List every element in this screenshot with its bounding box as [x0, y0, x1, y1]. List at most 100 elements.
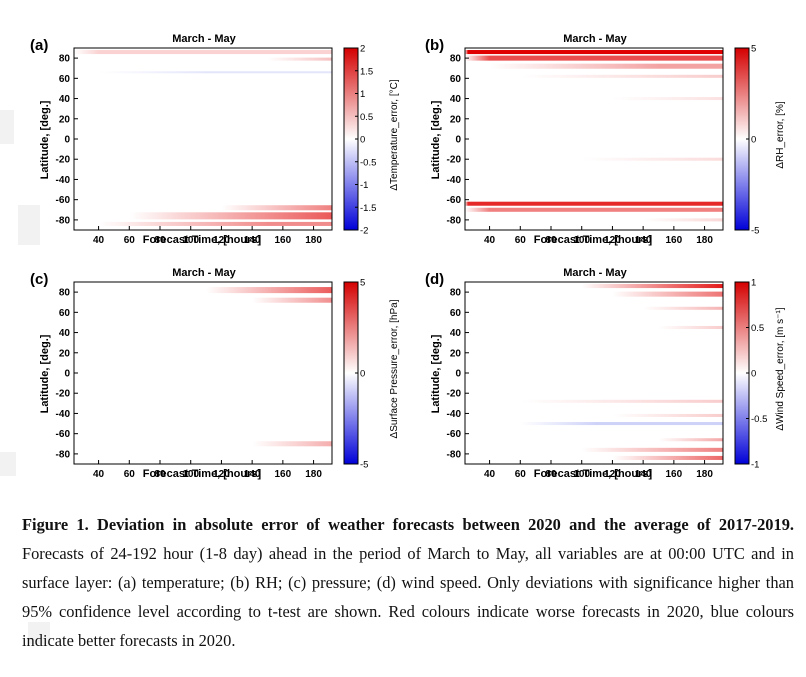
data-band	[74, 441, 332, 447]
x-tick-label: 100	[182, 235, 199, 246]
data-band	[465, 284, 723, 289]
x-tick-label: 60	[515, 235, 527, 246]
colorbar: 2 1.5 1 0.5 0 -0.5 -1 -1.5 -2	[343, 44, 376, 237]
panel-title: March - May	[563, 267, 627, 279]
data-band	[74, 205, 332, 211]
data-band	[465, 413, 723, 417]
y-tick-label: -40	[447, 409, 462, 420]
y-tick-label: 20	[450, 114, 462, 125]
data-band	[74, 50, 332, 55]
y-axis-label: Latitude, [deg.]	[39, 100, 51, 179]
data-band	[465, 50, 723, 55]
colorbar-tick-label: 5	[360, 278, 365, 289]
figure-panel-a: 40 60 80 100 120 140 160 180 80 60 40 20 0 -20 -40 -60-…	[22, 30, 417, 255]
x-tick-label: 160	[275, 235, 292, 246]
y-tick-label: 0	[64, 369, 70, 380]
x-tick-label: 140	[635, 469, 652, 480]
colorbar-tick-label: -1	[360, 180, 368, 191]
y-tick-label: -20	[447, 389, 462, 400]
colorbar-tick-label: 2	[360, 44, 365, 55]
figure-caption: Figure 1. Deviation in absolute error of…	[22, 510, 794, 655]
x-tick-label: 60	[124, 469, 136, 480]
colorbar: 5 0 -5	[343, 278, 368, 471]
data-band	[465, 291, 723, 297]
data-band	[465, 455, 723, 460]
y-tick-label: 80	[59, 54, 71, 65]
y-tick-label: 60	[450, 74, 462, 85]
panel-tag: (d)	[425, 271, 444, 288]
x-tick-label: 80	[545, 235, 557, 246]
colorbar-tick-label: -1.5	[360, 203, 376, 214]
data-band	[465, 438, 723, 442]
y-tick-label: 80	[59, 288, 71, 299]
colorbar-tick-label: 0.5	[360, 112, 373, 123]
data-band	[465, 399, 723, 403]
data-band	[465, 63, 723, 69]
x-tick-label: 40	[93, 469, 105, 480]
caption-title: Figure 1. Deviation in absolute error of…	[22, 515, 794, 534]
data-band	[74, 287, 332, 294]
y-tick-label: 20	[59, 114, 71, 125]
data-band	[465, 74, 723, 78]
y-tick-label: 20	[59, 348, 71, 359]
heatmap-c: 40 60 80 100 120 140 160 180 80 60 40 20 0 -20 -40 -60 -…	[30, 267, 400, 480]
colorbar-tick-label: 1.5	[360, 66, 373, 77]
data-band	[465, 218, 723, 222]
heatmap-a: 40 60 80 100 120 140 160 180806040200-20-40-60-…	[30, 33, 400, 246]
y-tick-label: -80	[447, 215, 462, 226]
x-tick-label: 160	[666, 469, 683, 480]
data-band	[465, 306, 723, 310]
plot-area: 40 60 80 100 120 140 160 180 80 60 40 20 0 -20 -40 -60 -…	[447, 278, 768, 481]
y-tick-label: -80	[447, 449, 462, 460]
plot-background	[74, 282, 332, 464]
heatmap-b: 40 60 80 100 120 140 160 180 80 60 40 20 0 -20 -40 -60 -…	[425, 33, 786, 246]
watermark-shape	[18, 205, 40, 245]
y-tick-label: 0	[455, 369, 461, 380]
colorbar-tick-label: 5	[751, 44, 756, 55]
heatmap-d: 40 60 80 100 120 140 160 180 80 60 40 20 0 -20 -40 -60 -…	[425, 267, 786, 481]
y-tick-label: 0	[64, 135, 70, 146]
x-tick-label: 140	[244, 469, 261, 480]
x-tick-label: 100	[573, 235, 590, 246]
y-tick-label: -80	[56, 449, 71, 460]
x-tick-label: 180	[696, 469, 713, 480]
y-tick-label: -20	[56, 389, 71, 400]
x-axis-label: Forecast Time, [hours]	[143, 234, 262, 246]
panel-title: March - May	[172, 33, 236, 45]
colorbar-tick-label: -0.5	[751, 414, 767, 425]
data-band	[74, 221, 332, 226]
colorbar-tick-label: 0	[751, 369, 756, 380]
figure-panel-b: 40 60 80 100 120 140 160 180 80 60 40 20 0 -20 -40 -60 -…	[413, 30, 803, 255]
y-tick-label: -20	[56, 155, 71, 166]
y-tick-label: 40	[450, 94, 462, 105]
plot-background	[465, 282, 723, 464]
data-band	[74, 71, 332, 74]
data-band	[74, 57, 332, 61]
data-band	[465, 447, 723, 452]
data-band	[465, 55, 723, 61]
panel-tag: (c)	[30, 271, 48, 288]
data-band	[465, 97, 723, 101]
panel-tag: (a)	[30, 37, 48, 54]
y-axis-label: Latitude, [deg.]	[430, 334, 442, 413]
y-tick-label: -40	[56, 409, 71, 420]
data-band	[465, 157, 723, 161]
y-tick-label: 40	[59, 94, 71, 105]
data-band	[465, 201, 723, 206]
y-tick-label: -80	[56, 215, 71, 226]
watermark-shape	[0, 452, 16, 476]
data-band	[465, 207, 723, 212]
y-axis-label: Latitude, [deg.]	[430, 100, 442, 179]
data-bands	[74, 50, 332, 226]
y-tick-label: 80	[450, 288, 462, 299]
data-bands	[465, 284, 723, 460]
colorbar-tick-label: 0	[751, 135, 756, 146]
colorbar-tick-label: -5	[751, 226, 759, 237]
y-axis-label: Latitude, [deg.]	[39, 334, 51, 413]
plot-background	[74, 48, 332, 230]
watermark-shape	[0, 110, 14, 144]
x-tick-label: 40	[484, 469, 496, 480]
data-bands	[465, 50, 723, 222]
colorbar-tick-label: -2	[360, 226, 368, 237]
data-band	[465, 422, 723, 426]
